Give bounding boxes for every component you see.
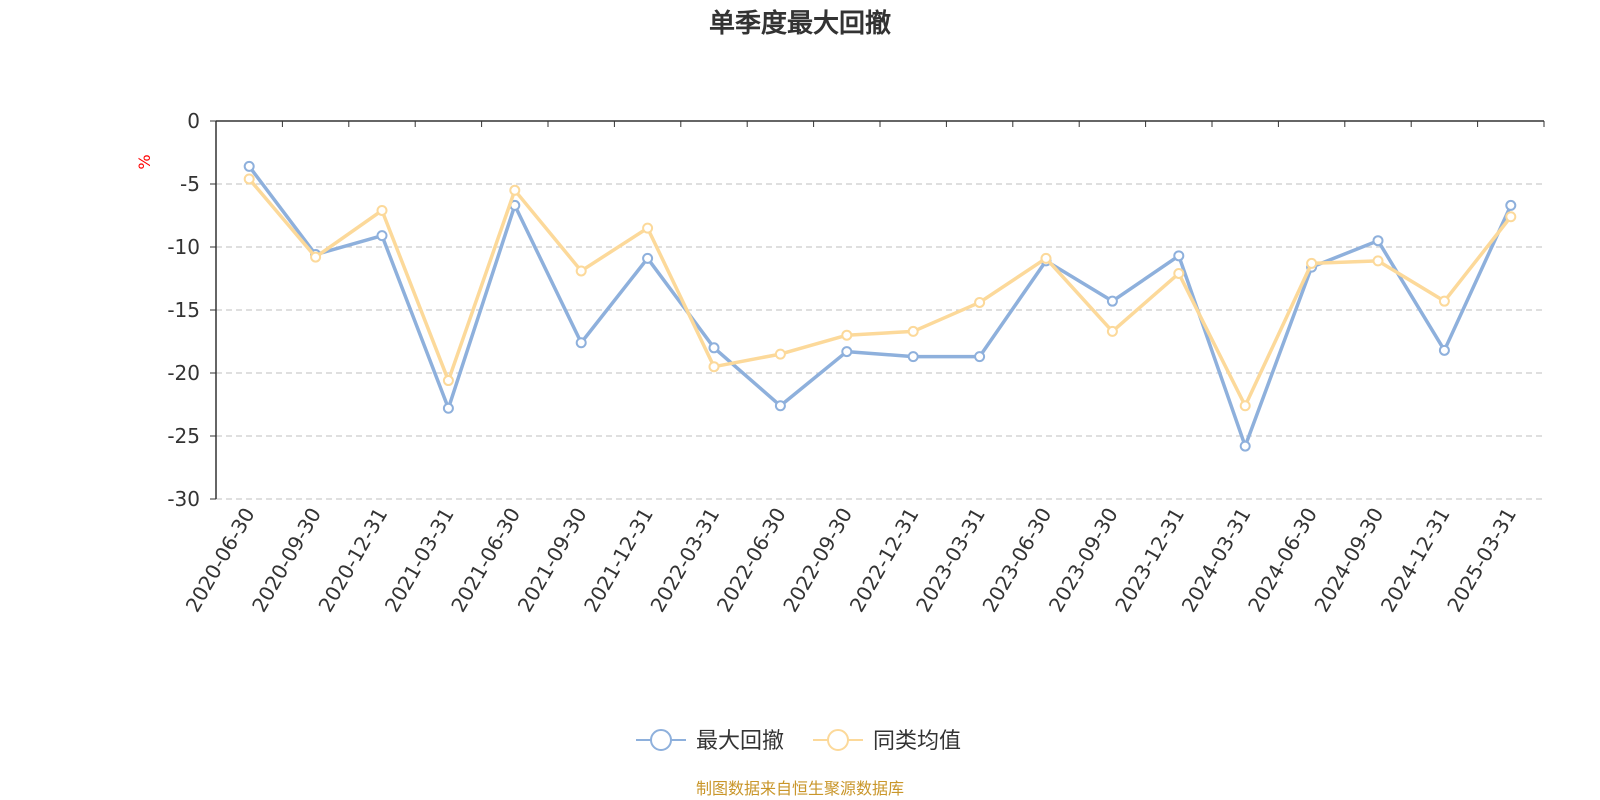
series-0-point-15 — [1239, 440, 1251, 452]
source-note: 制图数据来自恒生聚源数据库 — [696, 779, 904, 798]
x-tick-label-17: 2024-09-30 — [1309, 504, 1388, 617]
series-0-point-3 — [442, 402, 454, 414]
series-1-point-5 — [575, 265, 587, 277]
series-0-point-17 — [1372, 235, 1384, 247]
legend-marker-1 — [827, 729, 849, 751]
y-tick-label-0: 0 — [187, 109, 200, 133]
grid-lines — [216, 183, 1544, 500]
series-1-point-13 — [1106, 325, 1118, 337]
x-tick-label-19: 2025-03-31 — [1442, 504, 1521, 617]
x-tick-label-15: 2024-03-31 — [1177, 504, 1256, 617]
axes: 0-5-10-15-20-25-302020-06-302020-09-3020… — [167, 109, 1545, 617]
x-tick-label-7: 2022-03-31 — [645, 504, 724, 617]
series-1-point-9 — [841, 329, 853, 341]
series-0-point-10 — [907, 351, 919, 363]
series-0-point-2 — [376, 230, 388, 242]
series-1-point-0 — [243, 173, 255, 185]
series-line-1 — [247, 177, 1513, 408]
y-tick-label-1: -5 — [180, 172, 200, 196]
series-1-point-1 — [310, 251, 322, 263]
x-tick-label-11: 2023-03-31 — [911, 504, 990, 617]
series-lines — [243, 160, 1517, 452]
series-1-point-11 — [974, 296, 986, 308]
series-1-point-8 — [774, 348, 786, 360]
series-1-point-4 — [509, 184, 521, 196]
x-tick-label-12: 2023-06-30 — [977, 504, 1056, 617]
x-tick-label-4: 2021-06-30 — [446, 504, 525, 617]
x-tick-label-6: 2021-12-31 — [579, 504, 658, 617]
x-tick-label-14: 2023-12-31 — [1110, 504, 1189, 617]
legend-label-0: 最大回撤 — [696, 729, 784, 754]
x-tick-label-5: 2021-09-30 — [513, 504, 592, 617]
legend-label-1: 同类均值 — [873, 729, 961, 754]
x-tick-label-8: 2022-06-30 — [712, 504, 791, 617]
series-0-point-9 — [841, 346, 853, 358]
series-0-point-19 — [1505, 199, 1517, 211]
y-tick-label-6: -30 — [167, 487, 200, 511]
y-tick-label-4: -20 — [167, 361, 200, 385]
y-tick-label-5: -25 — [167, 424, 200, 448]
series-line-0 — [247, 165, 1513, 448]
legend-item-0[interactable]: 最大回撤 — [636, 729, 784, 754]
series-1-point-7 — [708, 361, 720, 373]
x-tick-label-10: 2022-12-31 — [845, 503, 924, 616]
series-1-point-3 — [442, 375, 454, 387]
series-0-point-5 — [575, 337, 587, 349]
x-tick-label-16: 2024-06-30 — [1243, 504, 1322, 617]
legend-marker-0 — [650, 729, 672, 751]
series-1-point-6 — [642, 222, 654, 234]
series-0-point-0 — [243, 160, 255, 172]
series-1-point-19 — [1505, 211, 1517, 223]
series-0-point-6 — [642, 252, 654, 264]
series-1-point-2 — [376, 204, 388, 216]
series-0-point-11 — [974, 351, 986, 363]
legend[interactable]: 最大回撤 同类均值 — [636, 729, 961, 754]
series-1-point-18 — [1438, 295, 1450, 307]
series-1-point-14 — [1173, 267, 1185, 279]
x-tick-label-0: 2020-06-30 — [181, 504, 260, 617]
y-axis-unit: % — [135, 154, 154, 169]
series-0-point-13 — [1106, 295, 1118, 307]
legend-item-1[interactable]: 同类均值 — [813, 729, 961, 754]
x-tick-label-1: 2020-09-30 — [247, 504, 326, 617]
x-tick-label-18: 2024-12-31 — [1376, 504, 1455, 617]
series-1-point-12 — [1040, 252, 1052, 264]
y-tick-label-2: -10 — [167, 235, 200, 259]
series-0-point-7 — [708, 342, 720, 354]
series-1-point-16 — [1306, 257, 1318, 269]
series-1-point-17 — [1372, 255, 1384, 267]
x-tick-label-2: 2020-12-31 — [313, 504, 392, 617]
x-tick-label-3: 2021-03-31 — [380, 504, 459, 617]
series-0-point-14 — [1173, 250, 1185, 262]
chart-title: 单季度最大回撤 — [709, 8, 891, 39]
x-tick-label-13: 2023-09-30 — [1044, 504, 1123, 617]
series-0-point-8 — [774, 400, 786, 412]
x-tick-label-9: 2022-09-30 — [778, 504, 857, 617]
y-tick-label-3: -15 — [167, 298, 200, 322]
series-0-point-18 — [1438, 344, 1450, 356]
series-1-point-10 — [907, 325, 919, 337]
series-1-point-15 — [1239, 400, 1251, 412]
